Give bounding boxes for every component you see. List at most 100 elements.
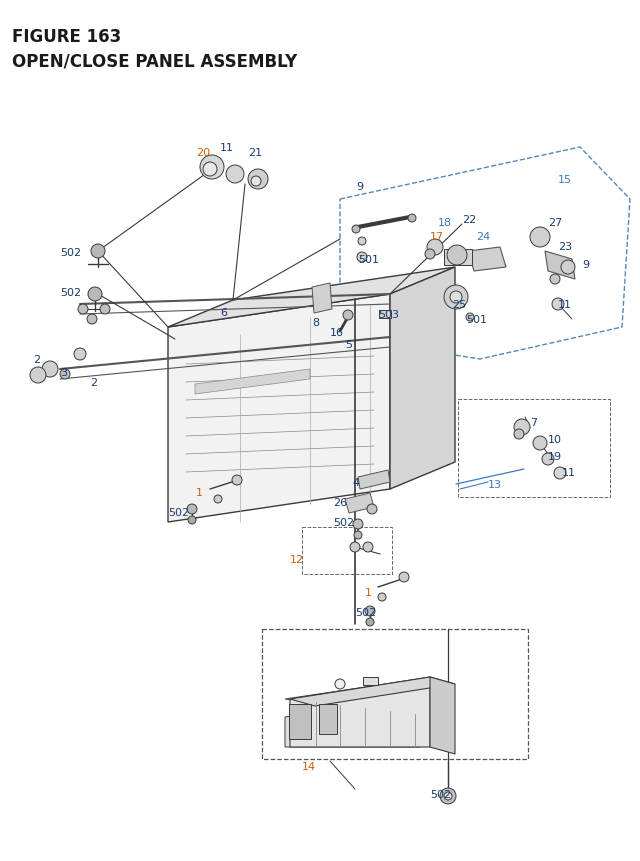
Text: FIGURE 163: FIGURE 163 — [12, 28, 121, 46]
Circle shape — [378, 593, 386, 601]
Text: 12: 12 — [290, 554, 304, 564]
Text: 26: 26 — [333, 498, 347, 507]
Circle shape — [530, 228, 550, 248]
Text: 502: 502 — [355, 607, 376, 617]
Circle shape — [427, 239, 443, 256]
Text: 502: 502 — [60, 288, 81, 298]
Text: 502: 502 — [60, 248, 81, 257]
Circle shape — [440, 788, 456, 804]
Text: 22: 22 — [462, 214, 476, 225]
Text: 20: 20 — [196, 148, 210, 158]
Circle shape — [444, 792, 452, 800]
Bar — [319, 704, 337, 734]
Circle shape — [352, 226, 360, 233]
Text: OPEN/CLOSE PANEL ASSEMBLY: OPEN/CLOSE PANEL ASSEMBLY — [12, 52, 297, 70]
Polygon shape — [468, 248, 506, 272]
Circle shape — [366, 618, 374, 626]
Circle shape — [542, 454, 554, 466]
Circle shape — [399, 573, 409, 582]
Polygon shape — [168, 268, 455, 328]
Text: 17: 17 — [430, 232, 444, 242]
Polygon shape — [168, 294, 390, 523]
Text: 23: 23 — [558, 242, 572, 251]
Text: 501: 501 — [358, 255, 379, 264]
Polygon shape — [312, 283, 332, 313]
Circle shape — [514, 419, 530, 436]
Text: 24: 24 — [476, 232, 490, 242]
Circle shape — [60, 369, 70, 380]
Text: 11: 11 — [558, 300, 572, 310]
Circle shape — [408, 214, 416, 223]
Circle shape — [425, 250, 435, 260]
Circle shape — [251, 177, 261, 187]
Text: 4: 4 — [352, 478, 359, 487]
Circle shape — [248, 170, 268, 189]
Text: 6: 6 — [220, 307, 227, 318]
Text: 502: 502 — [333, 517, 354, 528]
Circle shape — [30, 368, 46, 383]
Text: 9: 9 — [582, 260, 589, 269]
Text: 5: 5 — [345, 339, 352, 350]
Polygon shape — [345, 493, 374, 513]
Circle shape — [365, 606, 375, 616]
Circle shape — [363, 542, 373, 553]
Text: 1: 1 — [365, 587, 372, 598]
Polygon shape — [545, 251, 575, 280]
Bar — [444, 250, 472, 266]
Circle shape — [550, 275, 560, 285]
Circle shape — [353, 519, 363, 530]
Text: 16: 16 — [330, 328, 344, 338]
Circle shape — [358, 238, 366, 245]
Circle shape — [87, 314, 97, 325]
Text: 18: 18 — [438, 218, 452, 228]
Circle shape — [357, 253, 367, 263]
Circle shape — [444, 286, 468, 310]
Text: 14: 14 — [302, 761, 316, 771]
Polygon shape — [358, 470, 390, 489]
Circle shape — [533, 437, 547, 450]
Circle shape — [554, 468, 566, 480]
Text: 2: 2 — [33, 355, 40, 364]
Text: 27: 27 — [548, 218, 563, 228]
Text: 502: 502 — [168, 507, 189, 517]
Text: 25: 25 — [452, 300, 466, 310]
Polygon shape — [290, 678, 455, 706]
Text: 21: 21 — [248, 148, 262, 158]
Text: 11: 11 — [220, 143, 234, 152]
Bar — [379, 311, 391, 319]
Circle shape — [42, 362, 58, 378]
Circle shape — [226, 166, 244, 183]
Text: 503: 503 — [378, 310, 399, 319]
Circle shape — [232, 475, 242, 486]
Circle shape — [350, 542, 360, 553]
Circle shape — [447, 245, 467, 266]
Bar — [362, 678, 378, 685]
Text: 15: 15 — [558, 175, 572, 185]
Bar — [289, 703, 311, 739]
Circle shape — [200, 156, 224, 180]
Text: 10: 10 — [548, 435, 562, 444]
Circle shape — [91, 245, 105, 258]
Circle shape — [561, 261, 575, 275]
Circle shape — [203, 163, 217, 177]
Circle shape — [100, 305, 110, 314]
Circle shape — [78, 305, 88, 314]
Polygon shape — [430, 678, 455, 754]
Circle shape — [74, 349, 86, 361]
Polygon shape — [285, 699, 420, 747]
Text: 2: 2 — [90, 378, 97, 387]
Text: 7: 7 — [530, 418, 537, 428]
Polygon shape — [390, 268, 455, 489]
Polygon shape — [285, 679, 450, 704]
Circle shape — [335, 679, 345, 689]
Text: 502: 502 — [430, 789, 451, 799]
Circle shape — [88, 288, 102, 301]
Text: 19: 19 — [548, 451, 562, 461]
Circle shape — [354, 531, 362, 539]
Circle shape — [187, 505, 197, 514]
Text: 3: 3 — [60, 368, 67, 378]
Circle shape — [514, 430, 524, 439]
Polygon shape — [195, 369, 310, 394]
Text: 11: 11 — [562, 468, 576, 478]
Circle shape — [450, 292, 462, 304]
